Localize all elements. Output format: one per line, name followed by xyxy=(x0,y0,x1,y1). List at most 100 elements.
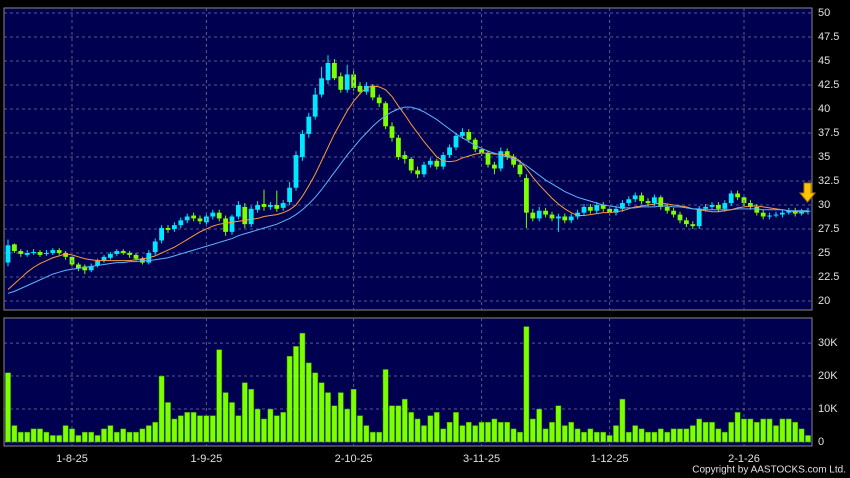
candle-body xyxy=(773,214,779,216)
candle-body xyxy=(466,132,472,140)
y-tick-label: 10K xyxy=(818,403,838,415)
candle-body xyxy=(5,245,11,263)
candle-body xyxy=(600,204,606,209)
candle-body xyxy=(389,126,395,138)
volume-bar xyxy=(107,425,114,443)
volume-bar xyxy=(401,398,408,443)
volume-bar xyxy=(657,428,664,443)
candle-body xyxy=(184,216,190,221)
candle-body xyxy=(357,85,363,92)
volume-bar xyxy=(606,435,613,443)
volume-bar xyxy=(43,431,50,443)
x-tick-label: 1-9-25 xyxy=(191,453,223,465)
volume-bar xyxy=(510,428,517,443)
volume-bar xyxy=(715,428,722,443)
volume-bar xyxy=(273,415,280,443)
volume-bar xyxy=(267,408,274,443)
candle-body xyxy=(652,197,657,204)
candle-body xyxy=(581,206,587,213)
x-tick-label: 3-11-25 xyxy=(463,453,500,465)
candle-body xyxy=(197,218,203,222)
candle-body xyxy=(530,212,536,219)
candle-body xyxy=(242,206,248,225)
candle-body xyxy=(172,225,177,229)
volume-bar xyxy=(440,428,447,443)
y-tick-label: 37.5 xyxy=(818,127,839,139)
volume-bar xyxy=(216,349,223,443)
volume-bar xyxy=(779,418,786,443)
volume-bar xyxy=(574,428,581,443)
volume-bar xyxy=(369,431,376,443)
volume-bar xyxy=(632,425,639,443)
volume-bar xyxy=(478,421,485,443)
volume-bar xyxy=(709,421,715,443)
candle-body xyxy=(485,153,491,165)
candle-body xyxy=(338,76,344,90)
volume-bar xyxy=(120,428,127,443)
candle-body xyxy=(12,244,17,252)
volume-bar xyxy=(497,421,504,443)
candle-body xyxy=(191,215,196,219)
candle-body xyxy=(421,164,427,175)
candle-body xyxy=(664,206,670,211)
volume-bar xyxy=(376,431,383,443)
volume-bar xyxy=(549,421,555,443)
volume-bar xyxy=(56,435,63,443)
candle-body xyxy=(722,203,728,209)
candle-body xyxy=(408,158,414,171)
candle-body xyxy=(716,204,721,209)
volume-bar xyxy=(171,418,178,443)
candle-body xyxy=(101,256,107,261)
volume-bar xyxy=(241,382,248,443)
volume-bar xyxy=(235,415,242,443)
candle-body xyxy=(415,170,420,175)
candle-body xyxy=(114,251,120,254)
volume-bar xyxy=(49,435,56,443)
candle-body xyxy=(754,206,760,213)
volume-bar xyxy=(542,428,549,443)
volume-bar xyxy=(625,431,632,443)
candle-body xyxy=(460,132,465,136)
candle-body xyxy=(562,216,568,221)
candle-body xyxy=(594,204,600,211)
candle-body xyxy=(543,210,548,215)
y-tick-label: 30 xyxy=(818,199,830,211)
volume-bar xyxy=(203,415,210,443)
volume-bar xyxy=(798,428,805,443)
candle-body xyxy=(370,85,376,98)
volume-bar xyxy=(382,369,389,443)
volume-bar xyxy=(587,428,594,443)
candle-body xyxy=(626,199,632,204)
volume-bar xyxy=(75,435,82,443)
candle-body xyxy=(223,218,228,232)
price-panel xyxy=(3,7,813,311)
x-tick-label: 1-12-25 xyxy=(591,453,629,465)
candle-body xyxy=(306,116,312,134)
volume-bar xyxy=(664,431,671,443)
candle-body xyxy=(396,137,401,157)
candle-body xyxy=(568,216,574,221)
volume-bar xyxy=(734,412,741,443)
candle-body xyxy=(703,206,708,209)
volume-bar xyxy=(651,431,658,443)
candle-body xyxy=(517,164,523,175)
candle-body xyxy=(108,253,113,258)
candle-body xyxy=(549,214,555,219)
volume-bar xyxy=(427,415,434,443)
volume-bar xyxy=(593,431,600,443)
volume-bar xyxy=(17,431,24,443)
candle-body xyxy=(95,260,100,266)
volume-bar xyxy=(190,412,197,443)
volume-bar xyxy=(677,428,683,443)
volume-bar xyxy=(465,421,472,443)
candle-body xyxy=(319,78,324,95)
volume-bar xyxy=(753,421,760,443)
volume-bar xyxy=(747,418,754,443)
volume-bar xyxy=(689,425,696,443)
volume-bar xyxy=(11,425,18,443)
volume-bar xyxy=(472,425,479,443)
candle-body xyxy=(44,252,49,254)
candle-body xyxy=(479,149,484,154)
candle-body xyxy=(255,204,260,210)
candle-body xyxy=(376,97,382,104)
